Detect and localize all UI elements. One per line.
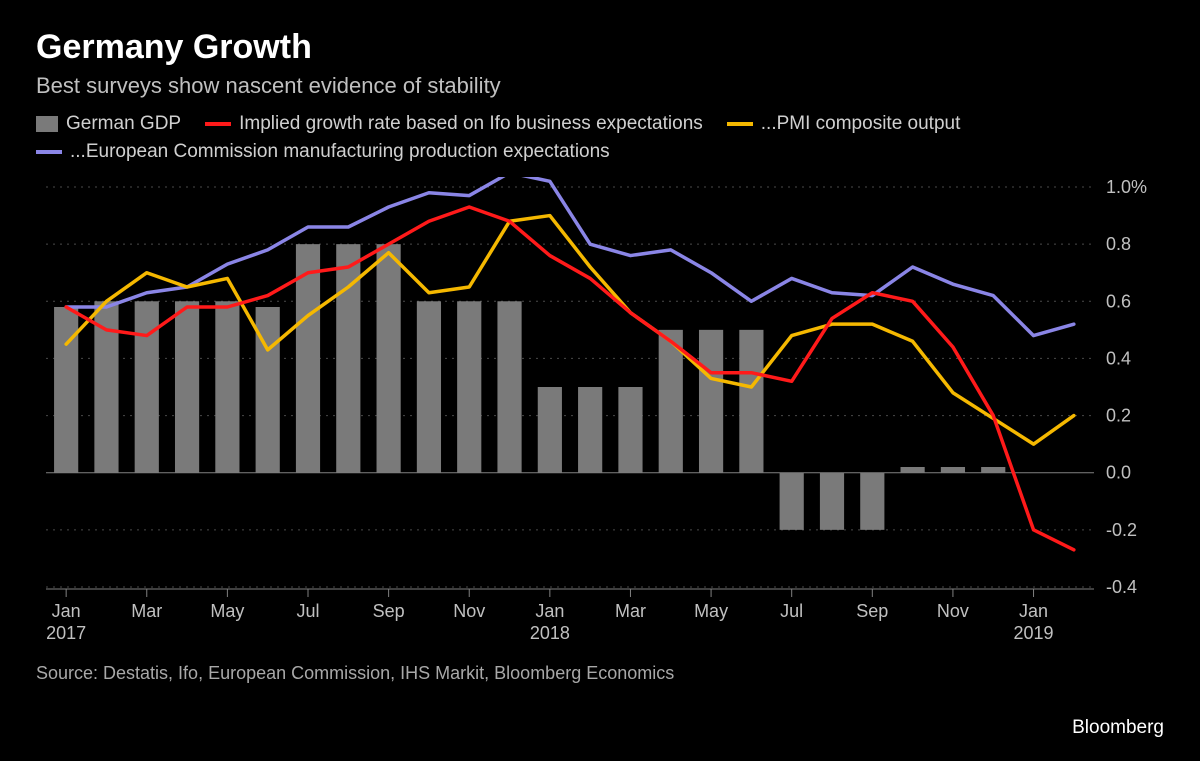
svg-text:Jan: Jan [1019,601,1048,621]
legend-item-ec: ...European Commission manufacturing pro… [36,141,610,163]
svg-text:Nov: Nov [937,601,969,621]
legend-line-pmi [727,122,753,126]
legend: German GDP Implied growth rate based on … [36,113,1164,163]
chart-subtitle: Best surveys show nascent evidence of st… [36,73,1164,99]
svg-text:1.0%: 1.0% [1106,177,1147,197]
svg-text:2018: 2018 [530,623,570,643]
legend-label-pmi: ...PMI composite output [761,113,961,135]
svg-text:Jan: Jan [535,601,564,621]
svg-text:-0.4: -0.4 [1106,577,1137,597]
svg-text:Jul: Jul [296,601,319,621]
legend-item-pmi: ...PMI composite output [727,113,961,135]
svg-text:0.0: 0.0 [1106,463,1131,483]
legend-item-ifo: Implied growth rate based on Ifo busines… [205,113,703,135]
svg-text:May: May [694,601,728,621]
svg-text:0.2: 0.2 [1106,406,1131,426]
svg-text:0.8: 0.8 [1106,234,1131,254]
svg-text:2019: 2019 [1014,623,1054,643]
svg-text:Sep: Sep [373,601,405,621]
chart-title: Germany Growth [36,28,1164,67]
legend-label-ifo: Implied growth rate based on Ifo busines… [239,113,703,135]
svg-text:Mar: Mar [131,601,162,621]
legend-label-gdp: German GDP [66,113,181,135]
svg-text:2017: 2017 [46,623,86,643]
chart-svg: -0.4-0.20.00.20.40.60.81.0%Jan2017MarMay… [36,177,1164,647]
svg-text:Sep: Sep [856,601,888,621]
legend-line-ifo [205,122,231,126]
svg-text:0.6: 0.6 [1106,291,1131,311]
svg-text:May: May [210,601,244,621]
svg-text:Jan: Jan [52,601,81,621]
legend-swatch-gdp [36,116,58,132]
legend-item-gdp: German GDP [36,113,181,135]
brand-label: Bloomberg [1072,717,1164,739]
legend-label-ec: ...European Commission manufacturing pro… [70,141,610,163]
svg-text:Jul: Jul [780,601,803,621]
svg-text:0.4: 0.4 [1106,348,1131,368]
source-text: Source: Destatis, Ifo, European Commissi… [36,663,1164,684]
svg-text:-0.2: -0.2 [1106,520,1137,540]
legend-line-ec [36,150,62,154]
svg-text:Nov: Nov [453,601,485,621]
chart-area: -0.4-0.20.00.20.40.60.81.0%Jan2017MarMay… [36,177,1164,647]
svg-text:Mar: Mar [615,601,646,621]
